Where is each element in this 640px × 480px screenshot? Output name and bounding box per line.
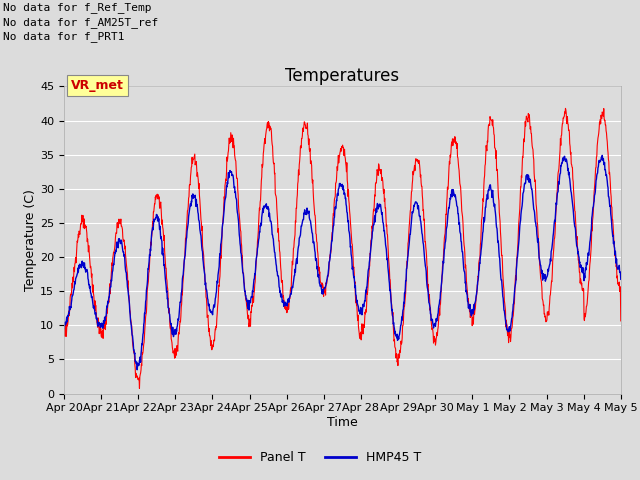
Text: VR_met: VR_met	[71, 79, 124, 92]
Legend: Panel T, HMP45 T: Panel T, HMP45 T	[214, 446, 426, 469]
Y-axis label: Temperature (C): Temperature (C)	[24, 189, 37, 291]
Title: Temperatures: Temperatures	[285, 67, 399, 85]
Text: No data for f_PRT1: No data for f_PRT1	[3, 31, 125, 42]
Text: No data for f_Ref_Temp: No data for f_Ref_Temp	[3, 2, 152, 13]
Text: No data for f_AM25T_ref: No data for f_AM25T_ref	[3, 17, 159, 28]
X-axis label: Time: Time	[327, 416, 358, 429]
